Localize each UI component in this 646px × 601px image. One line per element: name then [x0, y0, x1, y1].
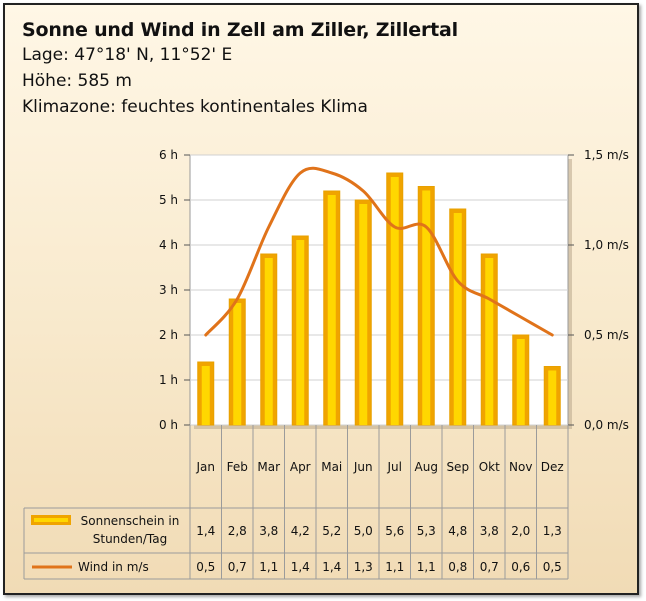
sunshine-bar — [201, 366, 210, 425]
wind-line — [204, 166, 554, 337]
sunshine-value: 5,3 — [417, 524, 436, 538]
sunshine-bar — [296, 240, 305, 425]
legend-sunshine-label: Sonnenschein in — [81, 514, 180, 528]
chart-header: Sonne und Wind in Zell am Ziller, Ziller… — [22, 18, 458, 120]
category-label: Mai — [321, 460, 342, 474]
category-label: Jan — [196, 460, 216, 474]
left-tick-label: 1 h — [159, 373, 178, 387]
legend-sunshine-label: Stunden/Tag — [93, 532, 168, 546]
altitude-line: Höhe: 585 m — [22, 71, 132, 91]
legend-wind-label: Wind in m/s — [78, 560, 149, 574]
left-tick-label: 0 h — [159, 418, 178, 432]
category-label: Feb — [227, 460, 248, 474]
sunshine-value: 3,8 — [480, 524, 499, 538]
category-label: Okt — [479, 460, 500, 474]
wind-value: 1,3 — [354, 560, 373, 574]
wind-value: 1,1 — [417, 560, 436, 574]
climate-zone-line: Klimazone: feuchtes kontinentales Klima — [22, 97, 368, 117]
wind-value: 0,5 — [543, 560, 562, 574]
wind-value: 0,5 — [196, 560, 215, 574]
wind-value: 0,7 — [480, 560, 499, 574]
sunshine-bar — [264, 258, 273, 425]
sunshine-value: 4,2 — [291, 524, 310, 538]
sunshine-bar — [453, 213, 462, 425]
wind-value: 0,7 — [228, 560, 247, 574]
right-tick-label: 1,0 m/s — [584, 238, 629, 252]
sunshine-bar — [327, 195, 336, 425]
wind-value: 1,4 — [291, 560, 310, 574]
sunshine-value: 2,8 — [228, 524, 247, 538]
category-label: Dez — [541, 460, 564, 474]
left-tick-label: 4 h — [159, 238, 178, 252]
wind-value: 0,6 — [511, 560, 530, 574]
sunshine-value: 4,8 — [448, 524, 467, 538]
wind-value: 1,4 — [322, 560, 341, 574]
sunshine-bar — [548, 370, 557, 425]
left-tick-label: 5 h — [159, 193, 178, 207]
sunshine-value: 5,6 — [385, 524, 404, 538]
sunshine-bar — [516, 339, 525, 425]
right-tick-label: 1,5 m/s — [584, 148, 629, 162]
wind-value: 1,1 — [259, 560, 278, 574]
sunshine-bar — [422, 190, 431, 425]
left-tick-label: 3 h — [159, 283, 178, 297]
category-label: Jun — [353, 460, 373, 474]
sunshine-bar — [359, 204, 368, 425]
sunshine-value: 3,8 — [259, 524, 278, 538]
category-label: Nov — [509, 460, 532, 474]
category-label: Apr — [290, 460, 311, 474]
sunshine-bar — [233, 303, 242, 425]
wind-value: 0,8 — [448, 560, 467, 574]
sunshine-value: 5,0 — [354, 524, 373, 538]
category-label: Jul — [387, 460, 402, 474]
category-label: Mar — [257, 460, 280, 474]
sunshine-bar — [485, 258, 494, 425]
right-tick-label: 0,0 m/s — [584, 418, 629, 432]
sunshine-value: 2,0 — [511, 524, 530, 538]
wind-value: 1,1 — [385, 560, 404, 574]
sunshine-value: 1,3 — [543, 524, 562, 538]
sunshine-value: 5,2 — [322, 524, 341, 538]
left-tick-label: 2 h — [159, 328, 178, 342]
category-label: Aug — [415, 460, 438, 474]
sunshine-bar — [390, 177, 399, 425]
chart-title: Sonne und Wind in Zell am Ziller, Ziller… — [22, 19, 458, 41]
category-label: Sep — [446, 460, 469, 474]
right-tick-label: 0,5 m/s — [584, 328, 629, 342]
sunshine-value: 1,4 — [196, 524, 215, 538]
location-line: Lage: 47°18' N, 11°52' E — [22, 45, 233, 65]
legend-bar — [34, 518, 68, 522]
left-tick-label: 6 h — [159, 148, 178, 162]
